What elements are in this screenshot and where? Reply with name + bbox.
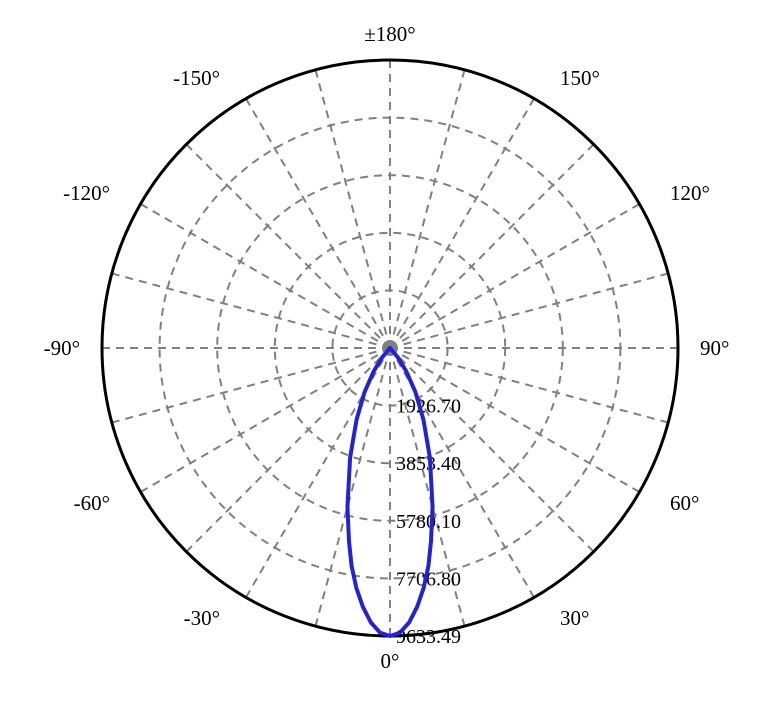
radial-tick-label: 9633.49 bbox=[396, 626, 461, 648]
angular-tick-label: -30° bbox=[184, 606, 220, 630]
radial-tick-label: 1926.70 bbox=[396, 396, 461, 418]
radial-tick-label: 5780.10 bbox=[396, 511, 461, 533]
angular-tick-label: 90° bbox=[700, 336, 729, 360]
radial-tick-labels: 1926.703853.405780.107706.809633.49 bbox=[396, 396, 461, 648]
angular-tick-label: -90° bbox=[44, 336, 80, 360]
angular-tick-label: 30° bbox=[560, 606, 589, 630]
angular-tick-label: 150° bbox=[560, 66, 600, 90]
angular-tick-label: -120° bbox=[63, 181, 110, 205]
angular-tick-label: 0° bbox=[381, 649, 400, 673]
polar-chart: 1926.703853.405780.107706.809633.49 ±180°… bbox=[0, 0, 781, 715]
angular-tick-label: -150° bbox=[173, 66, 220, 90]
angular-tick-label: -60° bbox=[74, 491, 110, 515]
angular-tick-label: ±180° bbox=[364, 22, 415, 46]
angular-tick-label: 120° bbox=[670, 181, 710, 205]
angular-tick-label: 60° bbox=[670, 491, 699, 515]
